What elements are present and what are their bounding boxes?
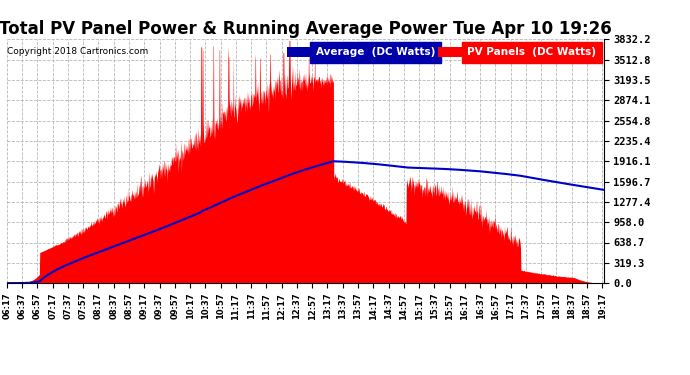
- Title: Total PV Panel Power & Running Average Power Tue Apr 10 19:26: Total PV Panel Power & Running Average P…: [0, 20, 612, 38]
- Legend: Average  (DC Watts), PV Panels  (DC Watts): Average (DC Watts), PV Panels (DC Watts): [284, 45, 598, 59]
- Text: Copyright 2018 Cartronics.com: Copyright 2018 Cartronics.com: [8, 47, 149, 56]
